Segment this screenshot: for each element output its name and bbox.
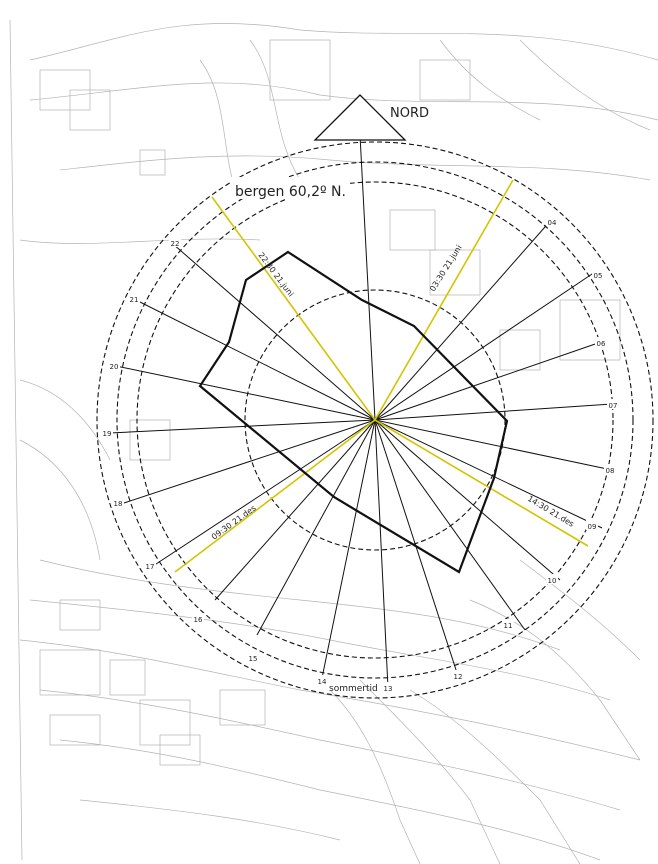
sun-line-winter-morning — [174, 419, 376, 573]
ring-outer — [96, 141, 654, 699]
hour-rays — [109, 218, 613, 689]
hour-label-bg — [607, 399, 619, 409]
hour-ray — [374, 419, 459, 677]
hour-label: 16 — [194, 616, 203, 624]
building-outline — [198, 250, 509, 574]
hour-label-bg — [112, 497, 124, 507]
hour-label: 20 — [110, 363, 119, 371]
ring-3 — [136, 181, 614, 659]
hour-label-bg — [595, 337, 607, 347]
hour-ray — [133, 298, 376, 421]
hour-ray — [256, 419, 376, 636]
hour-label-bg — [247, 652, 259, 662]
north-arrow-icon — [313, 94, 407, 141]
sun-line-summer-evening — [211, 196, 376, 421]
hour-ray — [123, 419, 376, 504]
sun-label-summer-evening: 22:30 21.juni — [256, 251, 295, 299]
hour-ray — [172, 243, 376, 421]
hour-ray — [374, 218, 553, 421]
hour-labels: 04 05 06 07 08 09 10 11 12 13 14 15 16 17 18 19 20 21 22 — [101, 216, 619, 693]
hour-label: 13 — [384, 685, 393, 693]
north-line — [359, 134, 376, 421]
hour-label: 08 — [606, 467, 615, 475]
hour-label: 07 — [609, 402, 618, 410]
sun-label-summer-morning: 03:30 21.juni — [428, 243, 464, 293]
hour-label-bg — [192, 613, 204, 623]
hour-label-bg — [546, 574, 558, 584]
hour-label-bg — [101, 427, 113, 437]
location-label: bergen 60,2º N. — [235, 184, 346, 200]
base-map — [9, 19, 658, 864]
hour-label: 06 — [597, 340, 606, 348]
ring-2 — [116, 161, 634, 679]
hour-label-bg — [592, 269, 604, 279]
sun-line-summer-morning — [374, 179, 514, 421]
hour-label-bg — [586, 520, 598, 530]
hour-label: 11 — [504, 622, 513, 630]
hour-ray — [374, 271, 596, 421]
hour-ray — [374, 419, 603, 529]
hour-label: 04 — [548, 219, 557, 227]
location-label-bg — [230, 177, 350, 199]
hour-ray — [374, 403, 613, 421]
hour-ray — [374, 419, 389, 689]
sun-label-winter-morning: 09:30 21.des — [210, 503, 258, 541]
hour-label-bg — [144, 560, 156, 570]
hour-label: 22 — [171, 240, 180, 248]
hour-label-bg — [128, 293, 140, 303]
hour-label: 05 — [594, 272, 603, 280]
hour-label: 14 — [318, 678, 327, 686]
hour-ray — [109, 419, 376, 434]
north-label: NORD — [390, 106, 429, 121]
hour-label-bg — [502, 619, 514, 629]
hour-label-bg — [108, 360, 120, 370]
hour-label: 15 — [249, 655, 258, 663]
hour-label: 09 — [588, 523, 597, 531]
hour-ray — [321, 419, 376, 679]
hour-ray — [214, 419, 376, 601]
hour-ray — [115, 365, 376, 421]
season-label: sommertid — [329, 684, 378, 694]
hour-ray — [374, 419, 561, 581]
hour-label-bg — [316, 675, 328, 685]
hour-ray — [152, 419, 376, 567]
hour-label: 19 — [103, 430, 112, 438]
hour-label-bg — [452, 670, 464, 680]
hour-label: 10 — [548, 577, 557, 585]
hour-label-bg — [546, 216, 558, 226]
hour-ray — [374, 419, 613, 471]
hour-label: 18 — [114, 500, 123, 508]
hour-label: 17 — [146, 563, 155, 571]
hour-label-bg — [382, 682, 394, 692]
hour-label-bg — [604, 464, 616, 474]
sun-line-winter-evening — [374, 419, 589, 547]
hour-ray — [374, 419, 526, 631]
hour-label-bg — [169, 237, 181, 247]
hour-label: 12 — [454, 673, 463, 681]
hour-ray — [374, 341, 602, 421]
hour-label: 21 — [130, 296, 139, 304]
